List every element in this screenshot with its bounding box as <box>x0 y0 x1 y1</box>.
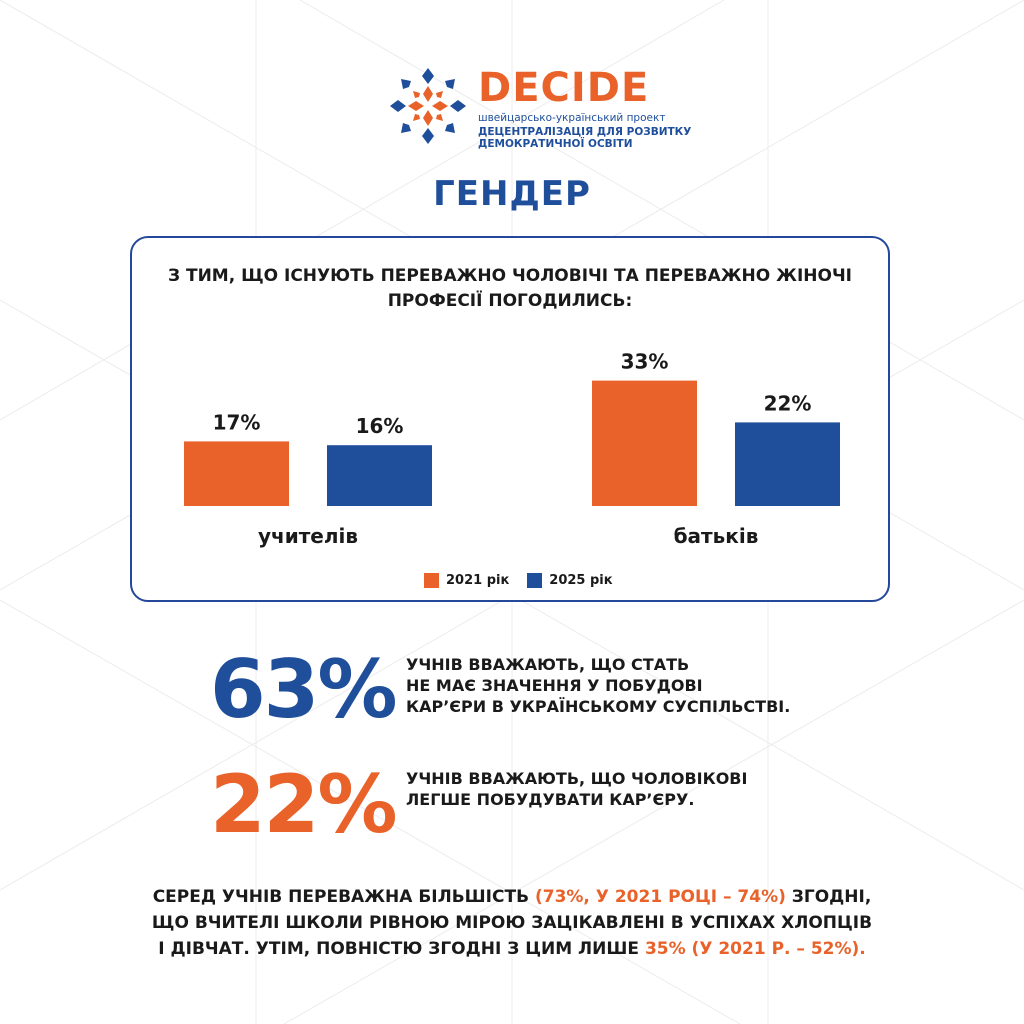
chart-legend: 2021 рік 2025 рік <box>424 570 631 590</box>
footer-line-1-highlight: (73%, У 2021 РОЦІ – 74%) <box>534 887 786 907</box>
logo-wordmark: DECIDE <box>478 65 650 111</box>
stat-value-63: 63% <box>210 643 397 736</box>
stat-text-63-line-2: НЕ МАЄ ЗНАЧЕННЯ У ПОБУДОВІ <box>406 676 703 695</box>
bar-value-label: 17% <box>213 410 261 434</box>
legend-swatch-2025 <box>527 572 543 588</box>
bar-value-label: 33% <box>621 350 669 374</box>
stat-text-63-line-3: КАР’ЄРИ В УКРАЇНСЬКОМУ СУСПІЛЬСТВІ. <box>406 697 791 716</box>
footer-text: СЕРЕД УЧНІВ ПЕРЕВАЖНА БІЛЬШІСТЬ (73%, У … <box>80 884 944 962</box>
bar-value-label: 22% <box>764 391 812 415</box>
logo-subtitle-bold-1: ДЕЦЕНТРАЛІЗАЦІЯ ДЛЯ РОЗВИТКУ <box>478 126 692 138</box>
logo-subtitle-bold-2: ДЕМОКРАТИЧНОЇ ОСВІТИ <box>478 138 633 150</box>
legend-item-2025: 2025 рік <box>527 572 613 588</box>
logo-subtitle: швейцарсько-український проект <box>478 112 666 124</box>
bar-chart: 17% 16% учителів 33% 22% батьків <box>184 350 840 548</box>
legend-label-2021: 2021 рік <box>446 572 510 588</box>
logo: DECIDE швейцарсько-український проект ДЕ… <box>388 65 691 152</box>
bar-teachers-2025 <box>327 445 432 506</box>
stat-value-22: 22% <box>210 758 397 851</box>
bar-value-label: 16% <box>356 414 404 438</box>
stat-text-22: УЧНІВ ВВАЖАЮТЬ, ЩО ЧОЛОВІКОВІ ЛЕГШЕ ПОБУ… <box>406 768 826 810</box>
legend-item-2021: 2021 рік <box>424 572 510 588</box>
category-label: учителів <box>258 524 358 548</box>
footer-line-3-highlight: 35% (У 2021 Р. – 52%). <box>644 939 866 959</box>
bar-teachers-2021 <box>184 441 289 506</box>
footer-line-2: ЩО ВЧИТЕЛІ ШКОЛИ РІВНОЮ МІРОЮ ЗАЦІКАВЛЕН… <box>151 913 873 933</box>
legend-swatch-2021 <box>424 572 439 588</box>
page-title: ГЕНДЕР <box>433 174 591 214</box>
category-label: батьків <box>674 524 759 548</box>
legend-label-2025: 2025 рік <box>549 572 613 588</box>
footer-line-3-a: І ДІВЧАТ. УТІМ, ПОВНІСТЮ ЗГОДНІ З ЦИМ ЛИ… <box>158 939 645 959</box>
stat-text-22-line-1: УЧНІВ ВВАЖАЮТЬ, ЩО ЧОЛОВІКОВІ <box>406 769 748 788</box>
footer-line-3: І ДІВЧАТ. УТІМ, ПОВНІСТЮ ЗГОДНІ З ЦИМ ЛИ… <box>80 936 944 962</box>
stat-text-63: УЧНІВ ВВАЖАЮТЬ, ЩО СТАТЬ НЕ МАЄ ЗНАЧЕННЯ… <box>406 654 826 717</box>
footer-line-1-a: СЕРЕД УЧНІВ ПЕРЕВАЖНА БІЛЬШІСТЬ <box>152 887 535 907</box>
stat-text-63-line-1: УЧНІВ ВВАЖАЮТЬ, ЩО СТАТЬ <box>406 655 690 674</box>
chart-card <box>130 236 890 602</box>
footer-line-1: СЕРЕД УЧНІВ ПЕРЕВАЖНА БІЛЬШІСТЬ (73%, У … <box>80 884 944 910</box>
footer-line-1-b: ЗГОДНІ, <box>785 887 872 907</box>
stat-text-22-line-2: ЛЕГШЕ ПОБУДУВАТИ КАР’ЄРУ. <box>406 790 695 809</box>
bar-parents-2021 <box>592 380 697 506</box>
chart-title: З ТИМ, ЩО ІСНУЮТЬ ПЕРЕВАЖНО ЧОЛОВІЧІ ТА … <box>167 266 853 311</box>
bar-parents-2025 <box>735 422 840 506</box>
logo-mark-icon <box>390 68 466 144</box>
